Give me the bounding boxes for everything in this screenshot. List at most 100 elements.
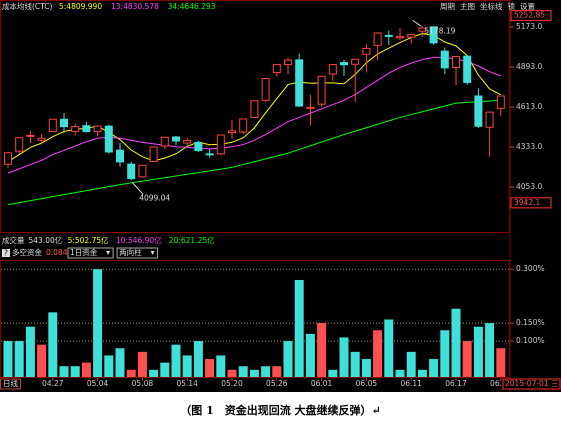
chart: 成本均线(CTC) 5:4809.990 13:4830.578 34:4646.2… — [0, 0, 561, 392]
candle-body — [340, 62, 348, 66]
bar — [395, 369, 405, 377]
y-tick-label: 0.300% — [516, 264, 545, 273]
candle-body — [463, 55, 472, 83]
candle-body — [116, 149, 124, 163]
bar — [350, 351, 360, 377]
candle-body — [474, 95, 483, 127]
toolbar-item[interactable]: 设置 — [520, 1, 535, 11]
bar — [272, 366, 282, 377]
candle-body — [82, 125, 91, 133]
x-tick-label: 06.17 — [445, 379, 467, 388]
bar — [406, 351, 416, 377]
bar — [104, 355, 114, 377]
candle-body — [272, 64, 281, 74]
bar — [205, 359, 215, 377]
caption: （图 1 资金出现回流 大盘继续反弹）↵ — [180, 404, 381, 417]
x-tick-label: 06.01 — [311, 379, 333, 388]
bar — [160, 362, 170, 377]
candle-body — [250, 100, 259, 118]
bar — [317, 323, 327, 377]
candle-body — [440, 50, 449, 69]
bar — [37, 344, 47, 377]
dropdown-arrow — [150, 251, 155, 255]
dropdown-label[interactable]: 两向柱 — [119, 247, 142, 257]
bar — [115, 348, 125, 377]
annotation-arrow — [131, 182, 144, 195]
period-label[interactable]: 日线 — [3, 378, 18, 388]
candle-body — [351, 58, 360, 65]
x-tick-label: 06.11 — [400, 379, 422, 388]
candle-body — [205, 153, 214, 156]
bar — [48, 312, 58, 377]
bar — [473, 326, 483, 377]
candle-body — [317, 75, 326, 105]
bar — [328, 369, 338, 377]
moving-average — [7, 56, 501, 174]
y-tick-label: 0.150% — [516, 318, 545, 327]
candle-body — [4, 152, 12, 165]
bar — [485, 323, 495, 377]
x-tick-label: 05.14 — [176, 379, 198, 388]
candle-body — [452, 55, 460, 68]
panel-value: 0.084% — [46, 248, 75, 257]
candle-body — [216, 134, 225, 155]
bar — [149, 369, 159, 377]
candle-body — [60, 118, 68, 128]
bar — [14, 341, 24, 377]
x-tick-label: 05.08 — [132, 379, 154, 388]
price-marker-label: 3942.1 — [514, 198, 540, 207]
candle-body — [26, 134, 35, 137]
candle-body — [149, 146, 158, 163]
bar — [182, 355, 192, 377]
y-tick-label: 4053.0 — [516, 182, 542, 191]
bar — [361, 359, 371, 377]
bar — [417, 369, 427, 377]
bar — [261, 366, 271, 377]
bar — [25, 326, 35, 377]
candle-body — [306, 106, 315, 109]
bar — [126, 369, 136, 377]
bar — [249, 369, 259, 377]
candle-body — [71, 126, 80, 132]
candle-body — [485, 111, 494, 128]
candle-body — [396, 36, 404, 39]
annotation-low: 4099.04 — [139, 193, 170, 202]
volume-header: 10:546.90亿 — [116, 235, 162, 245]
dropdown-label[interactable]: 1日资金 — [70, 247, 98, 257]
candle-body — [328, 64, 337, 75]
bar — [3, 341, 13, 377]
bar — [429, 359, 439, 377]
candle-body — [429, 26, 438, 44]
bar — [171, 344, 181, 377]
y-tick-label: 4893.0 — [516, 62, 542, 71]
toolbar-item[interactable]: 主图 — [460, 1, 475, 11]
candle-body — [284, 59, 292, 66]
volume-header: 543.00亿 — [29, 235, 63, 245]
dropdown[interactable] — [116, 247, 159, 259]
bar — [59, 366, 69, 377]
candle-body — [362, 47, 371, 55]
bar — [294, 279, 304, 377]
period-box[interactable] — [0, 378, 21, 390]
toolbar-item[interactable]: 坐标线 — [480, 1, 503, 11]
candle-body — [160, 136, 169, 147]
volume-header: 成交量 — [2, 235, 25, 245]
candle-body — [295, 59, 304, 107]
candle-body — [384, 34, 393, 37]
toolbar-item[interactable]: 周期 — [440, 2, 455, 11]
dropdown[interactable] — [67, 247, 114, 259]
toolbar-item[interactable]: 锁 — [508, 1, 516, 11]
header-value: 5:4809.990 — [59, 2, 102, 11]
bar — [227, 369, 237, 377]
header-value: 34:4646.293 — [168, 2, 216, 11]
x-tick-label: 06.05 — [356, 379, 378, 388]
y-tick-label: 0.100% — [516, 336, 545, 345]
x-tick-label: 05.26 — [266, 379, 288, 388]
candle-body — [239, 118, 248, 133]
help-icon: ? — [4, 249, 8, 258]
bar — [70, 366, 80, 377]
candle-body — [183, 140, 192, 144]
candle-body — [407, 33, 416, 38]
date-label: 2015-07-01 三 — [505, 379, 558, 388]
help-icon-box — [2, 249, 10, 257]
